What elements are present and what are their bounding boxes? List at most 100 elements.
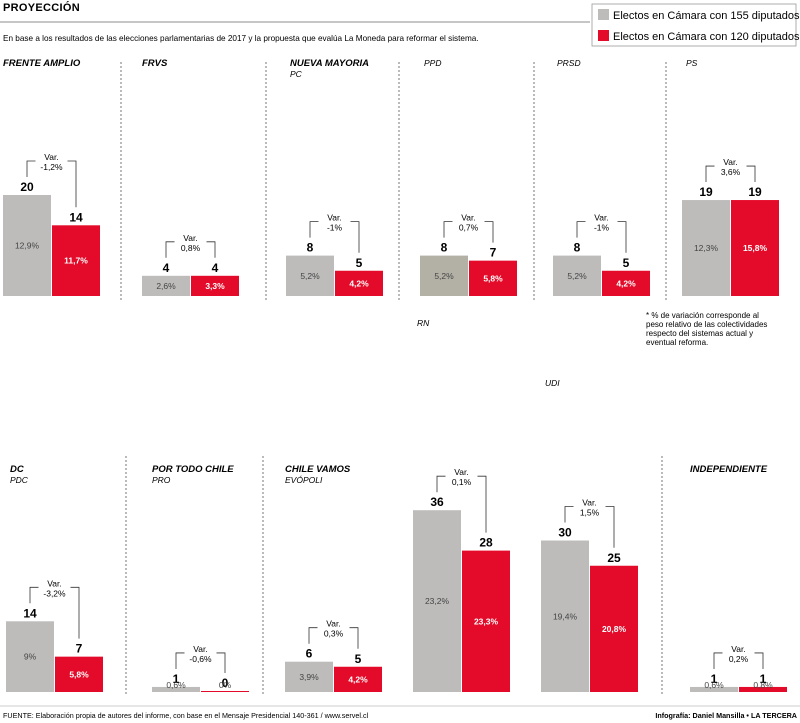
pct-120-udi: 20,8%	[602, 624, 627, 634]
var-bg-frvs	[174, 231, 207, 252]
bar-120-prsd	[602, 270, 650, 296]
chart-title: PROYECCIÓN	[3, 1, 80, 14]
value-155-rn: 36	[430, 495, 444, 509]
pct-155-ppd: 5,2%	[434, 271, 454, 281]
party-label-ev-poli: EVÓPOLI	[285, 475, 323, 485]
bar-155-independiente	[690, 686, 738, 692]
party-label-pdc: PDC	[10, 475, 29, 485]
var-bg-pdc	[38, 577, 71, 598]
value-120-pro: 0	[222, 676, 229, 690]
value-155-pro: 1	[173, 672, 180, 686]
var-bg-prsd	[585, 211, 618, 232]
value-120-prsd: 5	[623, 256, 630, 270]
value-155-ps: 19	[699, 185, 713, 199]
bar-120-ev-poli	[334, 666, 382, 692]
bar-120-frente-amplio	[52, 225, 100, 296]
var-bg-pro	[184, 642, 217, 663]
note-line-2: peso relativo de las colectividades	[646, 320, 767, 329]
var-prefix-rn: Var.	[454, 467, 469, 477]
party-label-ppd: PPD	[424, 58, 441, 68]
var-prefix-ppd: Var.	[461, 213, 476, 223]
bar-120-pro	[201, 691, 249, 692]
var-value-prsd: -1%	[594, 223, 610, 233]
pct-155-frente-amplio: 12,9%	[15, 241, 40, 251]
value-120-rn: 28	[479, 536, 493, 550]
footer-source: FUENTE: Elaboración propia de autores de…	[3, 711, 369, 720]
group-label-pc: NUEVA MAYORIA	[290, 58, 369, 69]
pct-120-independiente: 0,8%	[753, 680, 773, 690]
party-label-rn: RN	[417, 318, 430, 328]
var-bg-rn	[445, 466, 478, 487]
legend-label-155: Electos en Cámara con 155 diputados	[613, 10, 800, 22]
pct-120-ps: 15,8%	[743, 243, 768, 253]
legend-label-120: Electos en Cámara con 120 diputados	[613, 31, 800, 43]
party-label-prsd: PRSD	[557, 58, 581, 68]
bar-155-ps	[682, 200, 730, 296]
bar-155-ev-poli	[285, 661, 333, 692]
pct-120-frente-amplio: 11,7%	[64, 256, 88, 266]
var-value-ps: 3,6%	[721, 167, 741, 177]
bar-155-pc	[286, 255, 334, 296]
value-155-frente-amplio: 20	[20, 180, 34, 194]
variation-note: * % de variación corresponde al peso rel…	[646, 311, 767, 347]
var-prefix-prsd: Var.	[594, 213, 609, 223]
bar-155-frvs	[142, 275, 190, 296]
bar-155-rn	[413, 510, 461, 692]
pct-155-frvs: 2,6%	[156, 281, 176, 291]
var-value-udi: 1,5%	[580, 508, 600, 518]
group-label-ev-poli: CHILE VAMOS	[285, 464, 351, 475]
value-120-ppd: 7	[490, 246, 497, 260]
bar-120-rn	[462, 550, 510, 692]
var-bg-udi	[573, 496, 606, 517]
var-prefix-frvs: Var.	[183, 233, 198, 243]
var-prefix-frente-amplio: Var.	[44, 152, 59, 162]
pct-155-independiente: 0,6%	[704, 680, 724, 690]
var-value-frente-amplio: -1,2%	[40, 162, 63, 172]
party-label-pro: PRO	[152, 475, 171, 485]
var-prefix-ps: Var.	[723, 157, 738, 167]
var-bg-ev-poli	[317, 617, 350, 638]
group-label-frvs: FRVS	[142, 58, 168, 69]
var-prefix-udi: Var.	[582, 498, 597, 508]
footer-credit: Infografía: Daniel Mansilla • LA TERCERA	[655, 711, 797, 720]
var-value-rn: 0,1%	[452, 477, 472, 487]
bar-120-udi	[590, 565, 638, 692]
bar-120-pdc	[55, 656, 103, 692]
pct-120-pc: 4,2%	[349, 278, 369, 288]
pct-120-prsd: 4,2%	[616, 278, 636, 288]
pct-155-ev-poli: 3,9%	[299, 672, 319, 682]
bar-120-frvs	[191, 275, 239, 296]
bar-120-ppd	[469, 260, 517, 296]
pct-120-rn: 23,3%	[474, 616, 499, 626]
pct-120-pdc: 5,8%	[69, 669, 89, 679]
var-value-independiente: 0,2%	[729, 654, 749, 664]
pct-155-prsd: 5,2%	[567, 271, 587, 281]
value-120-ev-poli: 5	[355, 652, 362, 666]
value-120-frvs: 4	[212, 261, 219, 275]
value-155-pc: 8	[307, 241, 314, 255]
value-120-udi: 25	[607, 551, 621, 565]
value-155-ppd: 8	[441, 241, 448, 255]
bar-120-independiente	[739, 686, 787, 692]
var-value-frvs: 0,8%	[181, 243, 201, 253]
var-prefix-pdc: Var.	[47, 578, 62, 588]
value-155-frvs: 4	[163, 261, 170, 275]
value-120-pdc: 7	[76, 642, 83, 656]
var-value-pc: -1%	[327, 223, 343, 233]
pct-120-ppd: 5,8%	[483, 273, 503, 283]
pct-155-pc: 5,2%	[300, 271, 320, 281]
value-120-frente-amplio: 14	[69, 210, 83, 224]
note-line-3: respecto del sistemas actual y	[646, 329, 753, 338]
var-prefix-ev-poli: Var.	[326, 619, 341, 629]
bar-155-pro	[152, 686, 200, 692]
bar-155-udi	[541, 540, 589, 692]
pct-120-pro: 0%	[219, 680, 232, 690]
value-120-ps: 19	[748, 185, 762, 199]
var-bg-ppd	[452, 211, 485, 232]
group-label-frente-amplio: FRENTE AMPLIO	[3, 58, 81, 69]
group-label-pro: POR TODO CHILE	[152, 464, 234, 475]
legend-swatch-155	[598, 9, 609, 20]
var-bg-pc	[318, 211, 351, 232]
value-155-prsd: 8	[574, 241, 581, 255]
